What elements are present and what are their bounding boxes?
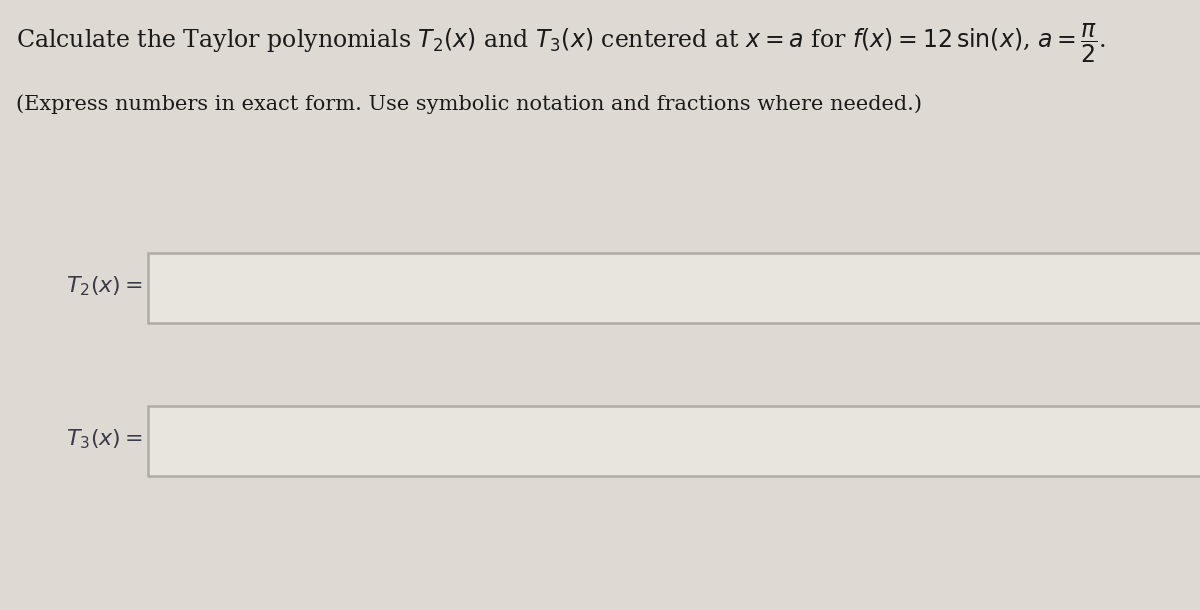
Text: $T_3(x) =$: $T_3(x) =$ — [66, 428, 143, 451]
Text: $T_2(x) =$: $T_2(x) =$ — [66, 275, 143, 298]
FancyBboxPatch shape — [148, 406, 1200, 476]
Text: (Express numbers in exact form. Use symbolic notation and fractions where needed: (Express numbers in exact form. Use symb… — [16, 95, 922, 114]
Text: Calculate the Taylor polynomials $T_2(x)$ and $T_3(x)$ centered at $x = a$ for $: Calculate the Taylor polynomials $T_2(x)… — [16, 21, 1105, 65]
FancyBboxPatch shape — [148, 253, 1200, 323]
